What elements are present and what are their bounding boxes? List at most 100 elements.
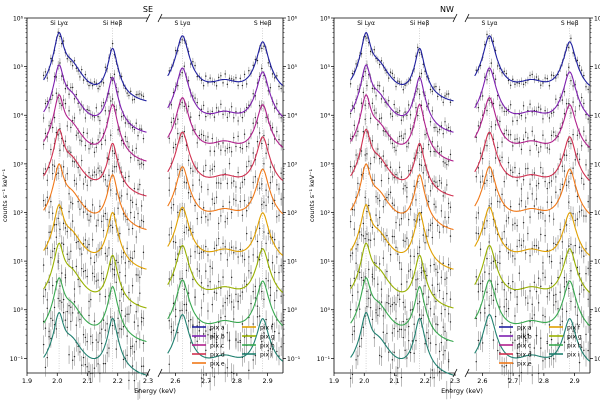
data-point [200, 133, 203, 136]
data-point [580, 284, 583, 286]
data-point [140, 94, 143, 96]
data-point [278, 332, 280, 334]
data-point [497, 200, 499, 203]
data-point [228, 201, 231, 203]
data-point [101, 328, 103, 330]
data-point [533, 244, 536, 247]
data-point [233, 318, 235, 320]
data-point [444, 162, 446, 164]
panel-title: NW [440, 5, 454, 14]
data-point [52, 284, 54, 287]
data-point [413, 323, 415, 325]
data-point [442, 262, 444, 264]
data-point [540, 337, 542, 339]
data-point [388, 193, 390, 196]
data-point [113, 166, 116, 168]
data-point [46, 196, 48, 199]
data-point [263, 163, 265, 165]
data-point [398, 328, 401, 331]
data-point [529, 103, 531, 105]
data-point [484, 271, 486, 273]
legend-item: pix c [499, 342, 531, 349]
data-point [435, 268, 437, 270]
data-point [415, 279, 417, 281]
data-point [237, 256, 239, 258]
data-point [102, 215, 105, 217]
data-point [211, 303, 213, 306]
data-point [479, 181, 482, 183]
fit-curve [43, 312, 147, 376]
data-point [406, 186, 408, 189]
left-subaxis [26, 17, 148, 374]
data-point [181, 135, 183, 138]
data-point [230, 371, 233, 374]
data-point [271, 176, 274, 178]
data-point [537, 182, 540, 185]
data-point [53, 247, 56, 250]
data-point [435, 206, 437, 208]
fit-curve [350, 312, 454, 376]
data-point [267, 350, 269, 352]
data-point [544, 77, 546, 79]
legend-label: pix b [517, 333, 532, 340]
data-point [115, 109, 117, 111]
data-point [137, 274, 139, 276]
data-point [99, 132, 101, 134]
data-point [140, 219, 143, 222]
data-point [91, 341, 94, 344]
data-point [580, 250, 583, 252]
data-point [431, 236, 434, 239]
data-point [124, 275, 127, 277]
data-point [433, 180, 435, 182]
legend-label: pix h [567, 342, 582, 349]
data-point [44, 366, 47, 369]
fit-curve [474, 313, 591, 362]
data-point [183, 303, 185, 306]
data-point [580, 145, 583, 147]
data-point [101, 220, 103, 223]
data-point [546, 249, 548, 252]
data-point [172, 146, 175, 149]
data-point [218, 237, 220, 240]
data-point [576, 153, 579, 155]
data-point [170, 331, 173, 333]
data-point [548, 256, 551, 258]
data-point [196, 142, 198, 144]
data-point [486, 109, 488, 112]
data-point [215, 292, 218, 294]
data-point [230, 211, 233, 214]
data-point [50, 256, 52, 259]
data-point [422, 172, 424, 174]
data-point [578, 158, 581, 161]
data-point [499, 104, 501, 106]
data-point [190, 195, 192, 198]
data-point [119, 300, 121, 302]
data-point [200, 108, 203, 111]
data-point [120, 256, 123, 258]
legend-label: pix h [260, 342, 275, 349]
data-point [382, 130, 385, 132]
data-point [120, 75, 123, 78]
data-point [196, 246, 198, 248]
data-point [516, 180, 518, 182]
data-point [139, 93, 141, 95]
data-point [357, 244, 359, 246]
data-point [391, 359, 394, 361]
data-point [211, 267, 213, 269]
x-tick-label: 2.3 [450, 377, 460, 385]
data-point [417, 46, 419, 49]
data-point [64, 88, 67, 90]
data-point [438, 128, 441, 131]
data-point [570, 80, 572, 82]
y-tick-label: 10³ [320, 161, 331, 168]
data-point [437, 185, 439, 188]
data-point [205, 75, 207, 77]
data-point [66, 125, 68, 127]
data-point [71, 160, 74, 162]
data-point [267, 143, 269, 146]
data-point [531, 193, 533, 195]
data-point [52, 212, 54, 214]
data-point [202, 207, 205, 209]
data-point [431, 110, 434, 112]
